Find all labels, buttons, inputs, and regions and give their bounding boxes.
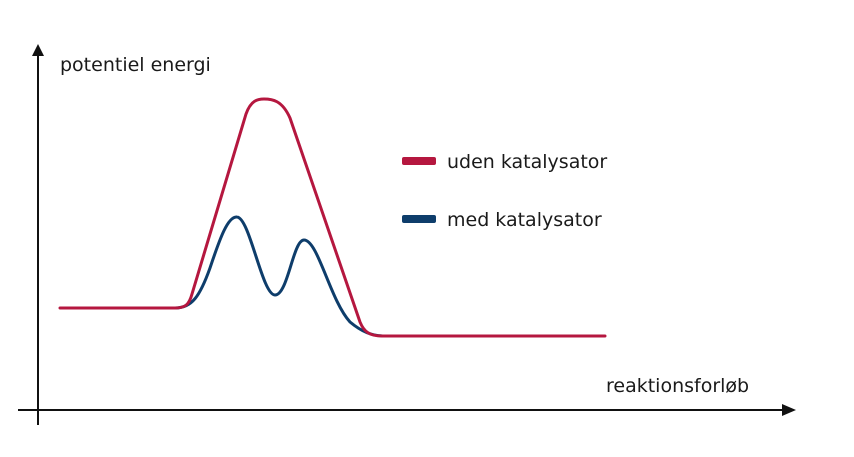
curve-uden-katalysator [58,97,607,338]
legend-label-uden: uden katalysator [447,151,607,173]
y-axis-arrowhead [32,44,44,56]
legend-swatch-med [402,215,436,223]
legend-swatch-uden [402,157,436,165]
legend-label-med: med katalysator [447,209,602,231]
legend: uden katalysator med katalysator [402,151,607,231]
x-axis-label: reaktionsforløb [606,375,749,397]
x-axis-arrowhead [782,404,796,416]
curve-med-katalysator [173,215,387,338]
y-axis-label: potentiel energi [60,54,211,76]
